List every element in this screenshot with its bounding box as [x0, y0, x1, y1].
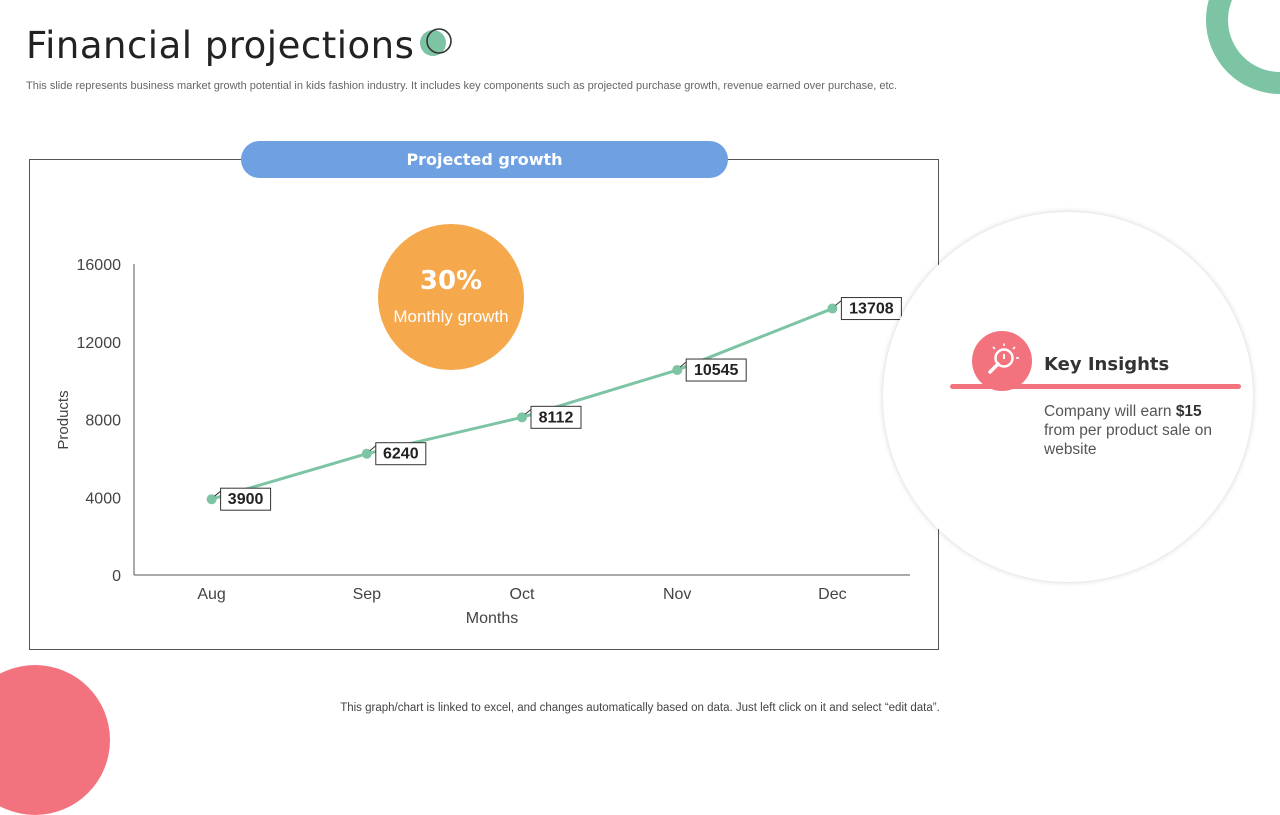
- chart-title: Projected growth: [241, 141, 728, 178]
- growth-badge: 30% Monthly growth: [378, 224, 524, 370]
- data-label-leader: [524, 408, 532, 415]
- x-tick-label: Oct: [510, 586, 535, 603]
- data-label: 3900: [228, 491, 264, 508]
- insights-text: Company will earn $15 from per product s…: [1044, 402, 1224, 459]
- y-axis-label: Products: [55, 390, 72, 449]
- data-label-leader: [679, 361, 687, 368]
- data-label: 6240: [383, 446, 419, 463]
- x-tick-label: Dec: [818, 586, 846, 603]
- footer-note: This graph/chart is linked to excel, and…: [340, 702, 940, 714]
- y-tick-label: 0: [112, 568, 121, 585]
- lightbulb-magnifier-icon: [988, 343, 1019, 374]
- data-label-box: [530, 405, 582, 429]
- data-label: 10545: [694, 362, 739, 379]
- insights-heading: Key Insights: [1044, 354, 1170, 375]
- y-tick-label: 12000: [77, 335, 122, 352]
- y-axis: 0 4000 8000 12000 16000: [77, 257, 135, 585]
- y-tick-label: 16000: [77, 257, 122, 274]
- data-point[interactable]: [517, 412, 527, 423]
- y-tick-label: 4000: [85, 490, 121, 507]
- page-title: Financial projections: [26, 24, 415, 67]
- x-axis-label: Months: [466, 610, 518, 627]
- data-point[interactable]: [672, 365, 683, 376]
- growth-percent: 30%: [419, 266, 483, 296]
- line-chart[interactable]: 0 4000 8000 12000 16000 Aug Sep Oct Nov Dec Prod…: [0, 0, 1280, 720]
- decorative-ring: [1206, 0, 1280, 94]
- x-tick-label: Aug: [197, 586, 225, 603]
- insights-panel: [883, 212, 1253, 582]
- data-label-box: [375, 442, 427, 466]
- data-label-box: [220, 487, 272, 511]
- insights-amount: $15: [1175, 403, 1202, 420]
- insights-text-before: Company will earn: [1044, 403, 1176, 420]
- data-label-leader: [214, 490, 221, 497]
- data-label-box: [840, 297, 902, 321]
- x-tick-label: Sep: [353, 586, 382, 603]
- growth-label: Monthly growth: [393, 307, 509, 326]
- data-label-leader: [369, 445, 377, 452]
- data-point[interactable]: [361, 448, 372, 459]
- insight-icon-badge: [972, 331, 1032, 391]
- data-label-leader: [835, 300, 842, 306]
- series-line: [211, 307, 833, 501]
- x-tick-label: Nov: [663, 586, 691, 603]
- series-products: 3900 6240 8112 10545 13708: [206, 297, 902, 511]
- overlapping-circles-icon: [420, 28, 452, 56]
- insights-text-after: from per product sale on website: [1044, 422, 1213, 458]
- data-point[interactable]: [827, 303, 838, 314]
- page-subtitle: This slide represents business market gr…: [26, 80, 898, 92]
- insights-divider: [950, 384, 1241, 389]
- data-label: 13708: [849, 301, 894, 318]
- x-axis: Aug Sep Oct Nov Dec: [134, 574, 910, 603]
- y-tick-label: 8000: [85, 413, 121, 430]
- data-label-box: [685, 358, 747, 382]
- data-point[interactable]: [206, 494, 217, 505]
- data-label: 8112: [539, 409, 574, 426]
